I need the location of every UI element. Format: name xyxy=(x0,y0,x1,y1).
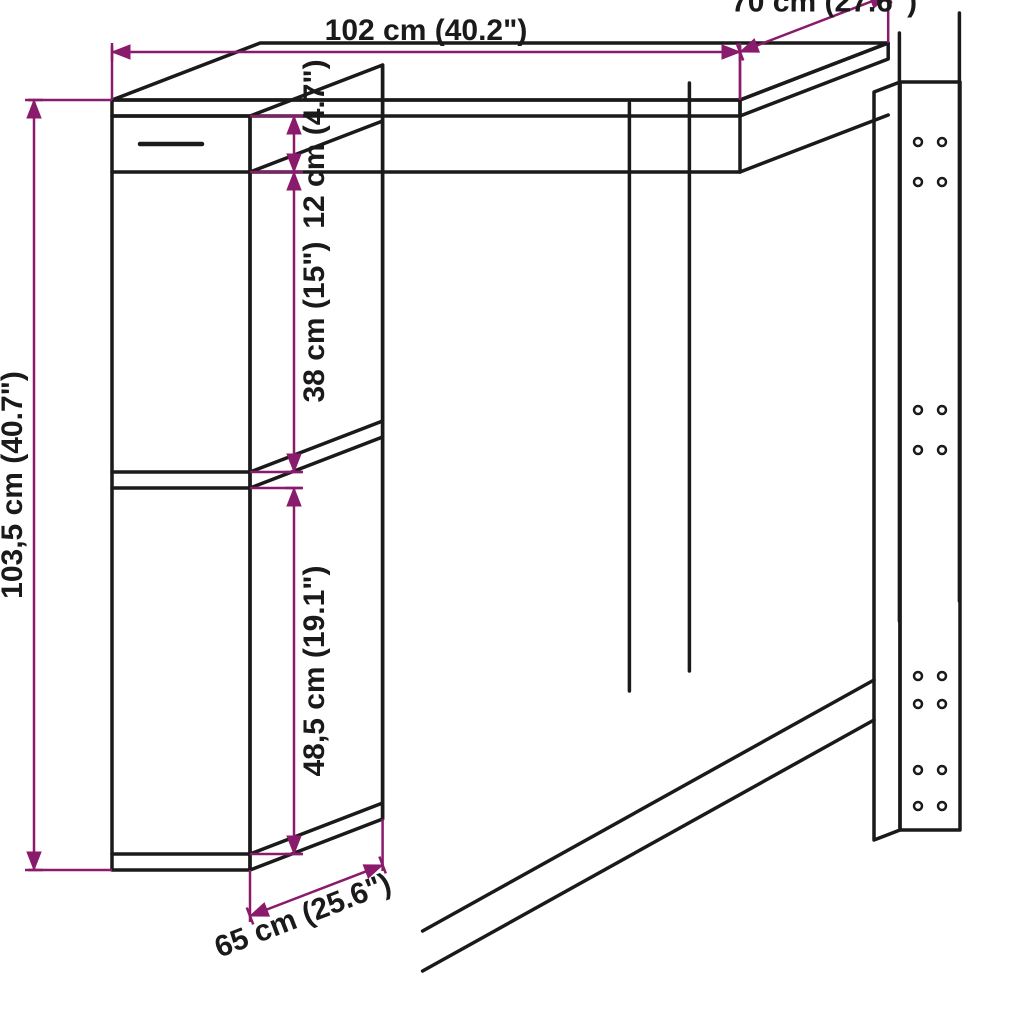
furniture-outline xyxy=(112,13,960,971)
dim-lower-shelf: 48,5 cm (19.1") xyxy=(298,565,331,776)
dim-drawer-h: 12 cm (4.7") xyxy=(298,59,331,228)
dim-shelf-depth: 65 cm (25.6") xyxy=(210,867,395,965)
dim-total-h: 103,5 cm (40.7") xyxy=(0,371,29,599)
dim-depth-top: 70 cm (27.6") xyxy=(731,0,917,19)
dim-width-top: 102 cm (40.2") xyxy=(325,14,528,47)
dim-upper-shelf: 38 cm (15") xyxy=(298,242,331,403)
dimensions xyxy=(25,0,891,924)
